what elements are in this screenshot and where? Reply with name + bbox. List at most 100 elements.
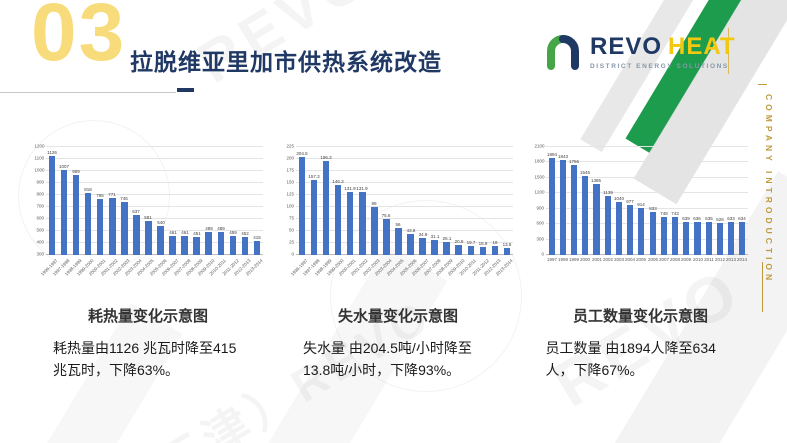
chart-caption-body: 员工数量 由1894人降至634人，下降67%。: [545, 340, 716, 378]
bar-value-label: 636: [693, 216, 702, 222]
x-axis-tick: 2005: [636, 257, 647, 262]
y-axis-tick: 0: [291, 251, 294, 257]
bar-slot: 26.1: [441, 147, 453, 255]
bar-value-label: 771: [108, 192, 117, 198]
gridline: [296, 206, 513, 207]
bar-value-label: 196.3: [320, 154, 332, 160]
bar-value-label: 15.9: [478, 241, 488, 247]
bar: [395, 228, 402, 255]
gridline: [46, 254, 263, 255]
x-axis-tick: 2014: [737, 257, 748, 262]
bar: [672, 216, 679, 255]
bar: [60, 170, 68, 255]
bar-slot: 1894: [546, 147, 557, 255]
x-axis-tick: 2004: [625, 257, 636, 262]
bar-slot: 34.9: [417, 147, 429, 255]
y-axis-tick: 75: [288, 215, 294, 221]
gridline: [546, 207, 748, 209]
y-axis-tick: 150: [286, 179, 294, 185]
chart-caption-body: 失水量 由204.5吨/小时降至13.8吨/小时，下降93%。: [303, 340, 472, 378]
plot-area: 0 300 600 900 1200 1500 1800 2100 1894 1997 1843 19…: [535, 144, 748, 262]
bar: [72, 174, 80, 255]
bar-value-label: 1139: [602, 190, 613, 196]
watermark-circle: [18, 120, 170, 272]
brand-name: REVO HEAT: [590, 32, 736, 60]
bar-value-label: 1385: [591, 177, 602, 183]
bar-slot: 1126: [46, 147, 58, 255]
gridline: [296, 218, 513, 220]
x-axis-tick: 2006: [647, 257, 658, 262]
side-label: COMPANY INTRODUCTION: [764, 94, 774, 285]
x-axis-tick: 2001: [591, 257, 602, 262]
bar-slot: 415: [251, 147, 263, 255]
bar: [121, 201, 128, 255]
bar-value-label: 131.9: [344, 185, 356, 191]
y-axis-tick: 200: [286, 155, 294, 161]
bar-value-label: 146.3: [332, 178, 344, 184]
bar: [310, 179, 318, 255]
x-axis-tick: 1997: [546, 257, 557, 262]
bar-value-label: 765: [96, 193, 104, 199]
bar-value-label: 1126: [47, 149, 57, 155]
bar-value-label: 1007: [59, 164, 70, 170]
bar: [571, 164, 578, 255]
bar-slot: 43.8: [405, 147, 417, 255]
bar-value-label: 743: [671, 210, 679, 216]
gridline: [46, 194, 263, 195]
bar-value-label: 461: [168, 229, 177, 235]
y-axis-tick: 1500: [534, 174, 545, 180]
bar: [157, 226, 164, 255]
y-axis-tick: 600: [36, 215, 44, 221]
bar: [383, 218, 390, 255]
bar-slot: 461: [167, 147, 179, 255]
bar-slot: 157.3: [308, 147, 320, 255]
bar-slot: 131.9: [356, 147, 368, 255]
heat-consumption-bar-chart: 300 400 500 600 700 800 900 1000 1100 1200 1126 199…: [28, 133, 268, 291]
bar-slot: 818: [82, 147, 94, 255]
bar-value-label: 1894: [546, 151, 557, 157]
gridline: [546, 192, 748, 194]
bar: [193, 236, 200, 255]
chart-section-water-loss: 0 25 50 75 100 125 150 175 200 225 204.5 1996-1997 1…: [278, 133, 518, 381]
bar-slot: 131.9: [344, 147, 356, 255]
bar-value-label: 415: [253, 235, 261, 241]
bar-slot: 743: [669, 147, 680, 255]
bar: [491, 246, 499, 255]
bar-value-label: 99: [371, 201, 377, 207]
bar-value-label: 818: [84, 186, 92, 192]
logo-tagline: DISTRICT ENERGY SOLUTIONS: [590, 62, 729, 70]
chart-section-heat-consumption: 300 400 500 600 700 800 900 1000 1100 1200 1126 199…: [28, 133, 268, 381]
y-axis-tick: 125: [286, 191, 294, 197]
brand-heat: HEAT: [668, 32, 736, 60]
bar-slot: 489: [203, 147, 215, 255]
bar: [298, 156, 306, 255]
bar-value-label: 745: [120, 195, 129, 201]
bar-value-label: 633: [727, 216, 735, 222]
y-axis-tick: 800: [36, 191, 44, 197]
bar-value-label: 969: [72, 168, 80, 174]
bar-value-label: 1545: [580, 169, 591, 175]
bar-value-label: 489: [204, 226, 213, 232]
bar: [615, 201, 622, 255]
bar-value-label: 204.5: [296, 150, 308, 156]
x-axis-tick: 2003: [613, 257, 624, 262]
bar: [84, 192, 92, 255]
bar: [346, 191, 354, 255]
gridline: [46, 170, 263, 171]
bar-slot: 461: [179, 147, 191, 255]
bar: [96, 199, 104, 255]
bar-value-label: 459: [229, 229, 237, 235]
bar: [627, 204, 634, 255]
page-title: 拉脱维亚里加市供热系统改造: [130, 49, 442, 76]
bar-slot: 489: [215, 147, 227, 255]
bar-value-label: 451: [192, 230, 201, 236]
bar: [229, 235, 237, 255]
watermark-circle: [330, 200, 522, 392]
y-axis-tick: 225: [286, 143, 294, 149]
bar-value-label: 914: [637, 202, 646, 207]
bar-value-label: 833: [648, 206, 657, 212]
gridline: [546, 238, 748, 240]
bar: [205, 232, 212, 255]
bar-value-label: 748: [660, 210, 668, 216]
bar-slot: 745: [118, 147, 130, 255]
